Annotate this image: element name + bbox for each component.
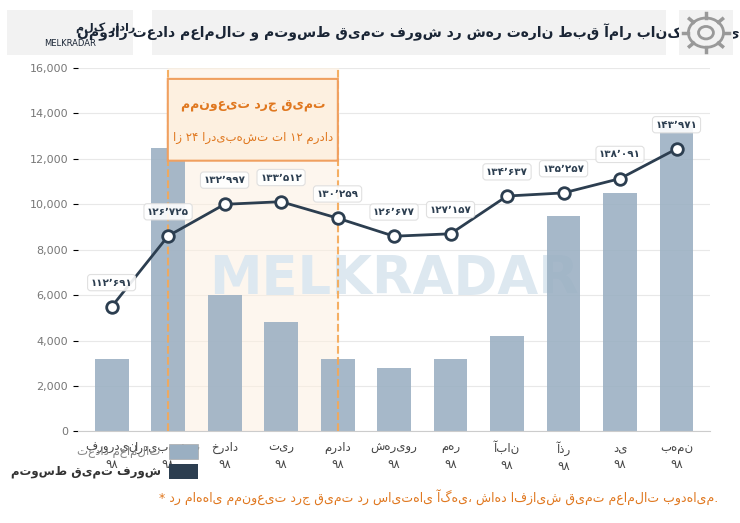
- Text: ۱۳۲٬۹۹۷: ۱۳۲٬۹۹۷: [204, 175, 246, 185]
- Text: ممنوعیت درج قیمت: ممنوعیت درج قیمت: [181, 98, 325, 111]
- Text: MELKRADAR: MELKRADAR: [44, 39, 96, 48]
- Point: [106, 303, 118, 311]
- Point: [388, 232, 400, 241]
- Bar: [208, 295, 241, 431]
- Text: متوسط قیمت فروش: متوسط قیمت فروش: [10, 465, 161, 478]
- Text: * در ماه‌های ممنوعیت درج قیمت در سایت‌های آگهی، شاهد افزایش قیمت معاملات بوده‌ای: * در ماه‌های ممنوعیت درج قیمت در سایت‌ها…: [159, 490, 718, 506]
- Bar: [95, 359, 129, 431]
- Text: ملک رادار: ملک رادار: [75, 22, 135, 33]
- Point: [445, 230, 457, 238]
- Bar: [320, 359, 354, 431]
- FancyBboxPatch shape: [2, 9, 138, 56]
- Bar: [377, 368, 411, 431]
- Point: [275, 198, 287, 206]
- Bar: [490, 336, 524, 431]
- Point: [218, 200, 230, 209]
- Text: MELKRADAR: MELKRADAR: [209, 253, 579, 305]
- Text: تعداد معاملات: تعداد معاملات: [78, 445, 161, 458]
- Text: ۱۴۳٬۹۷۱: ۱۴۳٬۹۷۱: [656, 120, 697, 130]
- Text: ۱۲۶٬۶۷۷: ۱۲۶٬۶۷۷: [373, 207, 415, 217]
- Bar: [169, 464, 198, 479]
- Bar: [434, 359, 468, 431]
- Point: [162, 232, 174, 240]
- Text: ۱۳۵٬۲۵۷: ۱۳۵٬۲۵۷: [542, 164, 585, 174]
- FancyBboxPatch shape: [168, 79, 338, 161]
- Text: ۱۳۸٬۰۹۱: ۱۳۸٬۰۹۱: [599, 150, 641, 160]
- Text: از ۲۴ اردیبهشت تا ۱۲ مرداد: از ۲۴ اردیبهشت تا ۱۲ مرداد: [172, 131, 333, 144]
- Bar: [264, 322, 298, 431]
- Text: ۱۱۲٬۶۹۱: ۱۱۲٬۶۹۱: [91, 278, 132, 288]
- Bar: [547, 215, 580, 431]
- Text: ۱۳۰٬۲۵۹: ۱۳۰٬۲۵۹: [317, 189, 359, 199]
- Bar: [659, 125, 693, 431]
- Point: [670, 145, 682, 153]
- FancyBboxPatch shape: [677, 9, 735, 56]
- Point: [332, 214, 343, 222]
- Text: ۱۳۴٬۶۳۷: ۱۳۴٬۶۳۷: [486, 167, 528, 177]
- Text: ۱۲۶٬۷۲۵: ۱۲۶٬۷۲۵: [147, 207, 189, 217]
- Bar: [168, 68, 337, 431]
- Bar: [151, 147, 185, 431]
- Bar: [169, 444, 198, 459]
- Text: ۱۳۳٬۵۱۲: ۱۳۳٬۵۱۲: [260, 173, 302, 183]
- Text: ۱۲۷٬۱۵۷: ۱۲۷٬۱۵۷: [430, 204, 471, 214]
- Text: نمودار تعداد معاملات و متوسط قیمت فروش در شهر تهران طبق آمار بانک مرکزی: نمودار تعداد معاملات و متوسط قیمت فروش د…: [78, 24, 740, 41]
- FancyBboxPatch shape: [131, 9, 687, 56]
- Point: [614, 174, 626, 183]
- Point: [558, 189, 570, 197]
- Bar: [603, 193, 637, 431]
- Point: [501, 192, 513, 200]
